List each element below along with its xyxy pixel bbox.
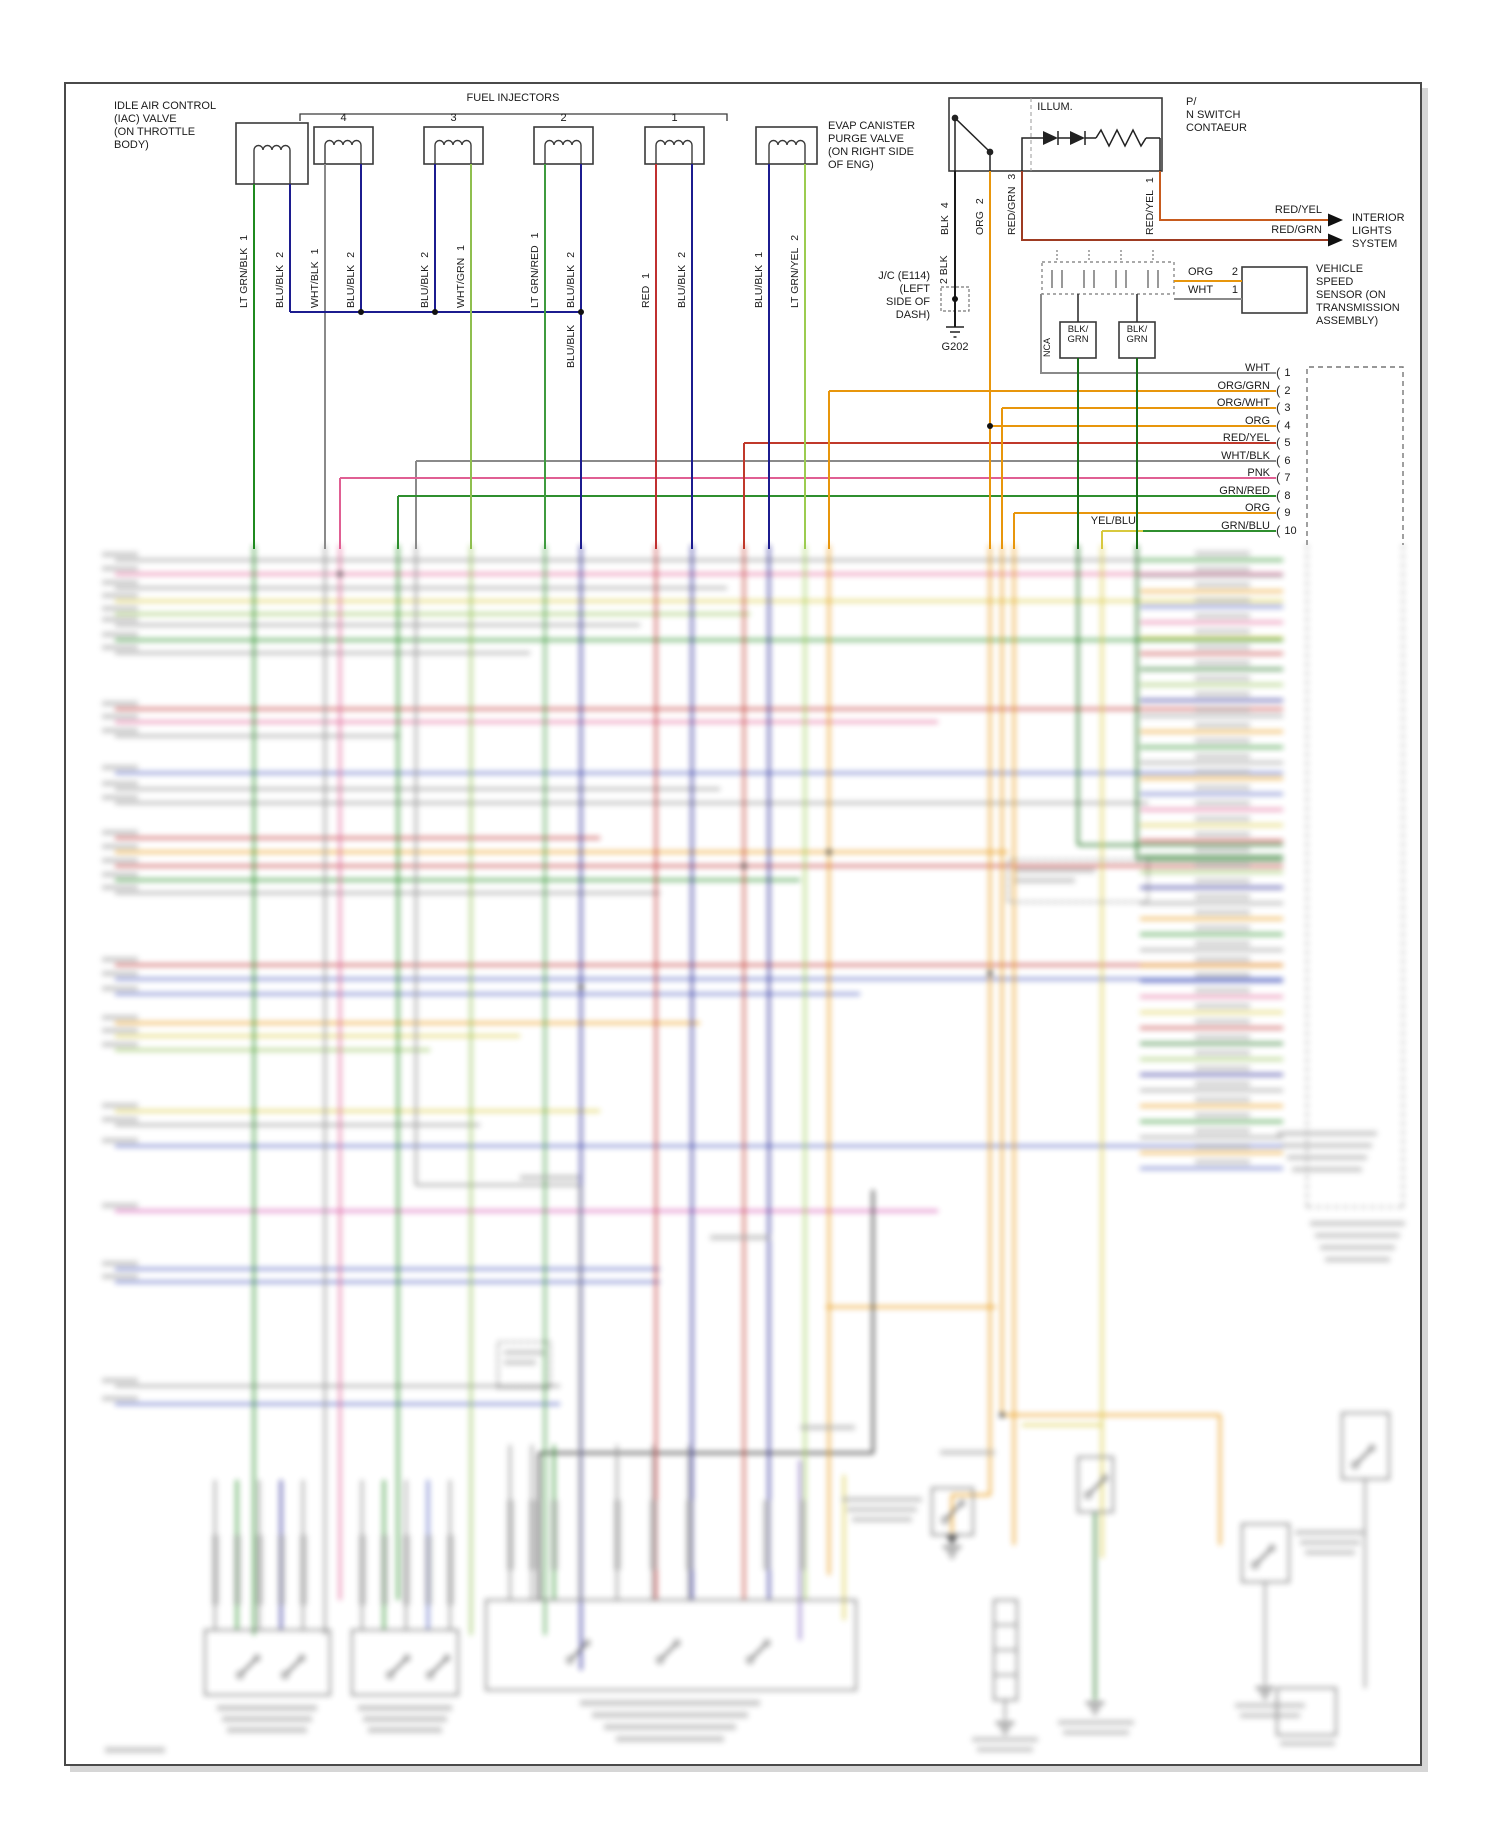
right-pin-row-5: RED/YEL(5 bbox=[1222, 432, 1291, 450]
inj4-pin1-wire-label: WHT/BLK1 bbox=[309, 248, 321, 308]
coil-symbols bbox=[253, 139, 806, 184]
pn-switch-label: P/ N SWITCH CONTAEUR bbox=[1186, 96, 1247, 134]
right-pin-row-9: ORG(9 bbox=[1244, 502, 1291, 520]
vss-side-label: NCA bbox=[1042, 337, 1052, 357]
inj2-pin2-wire-label: BLU/BLK2 bbox=[565, 251, 577, 308]
illum-switch-symbol bbox=[951, 98, 1032, 171]
illum-diode-resistor bbox=[1021, 128, 1161, 171]
splice-2blk-label: 2 BLK bbox=[938, 255, 950, 284]
evap-valve-label: EVAP CANISTER PURGE VALVE (ON RIGHT SIDE… bbox=[828, 120, 916, 171]
right-pin-row-2: ORG/GRN(2 bbox=[1217, 380, 1291, 398]
inj3-pin1-wire-label: WHT/GRN1 bbox=[455, 244, 467, 308]
inj2-pin1-wire-label: LT GRN/RED1 bbox=[529, 232, 541, 308]
vss-org-pin-label: ORG 2 bbox=[1188, 266, 1238, 278]
inj1-pin2-wire-label: BLU/BLK2 bbox=[676, 251, 688, 308]
junction-e114-label: J/C (E114) (LEFT SIDE OF DASH) bbox=[878, 270, 930, 321]
evap-pin1-wire-label: BLU/BLK1 bbox=[753, 251, 765, 308]
right-pin-row-6: WHT/BLK(6 bbox=[1221, 450, 1291, 468]
red-yel-wire-label: RED/YEL bbox=[1274, 204, 1322, 216]
flow-arrow-icons bbox=[1328, 213, 1343, 247]
right-pin-row-4: ORG(4 bbox=[1244, 415, 1291, 433]
right-pin-row-7: PNK(7 bbox=[1247, 467, 1291, 485]
vss-connector-block bbox=[1041, 250, 1175, 322]
injector-number-2: 2 bbox=[560, 112, 567, 124]
dashed-connector-box bbox=[1306, 366, 1404, 545]
blk-grn-connector-label-2: BLK/ GRN bbox=[1126, 324, 1148, 345]
ground-g202-label: G202 bbox=[941, 341, 969, 353]
injector-number-4: 4 bbox=[340, 112, 347, 124]
inj3-pin2-wire-label: BLU/BLK2 bbox=[419, 251, 431, 308]
yel-blu-label: YEL/BLU bbox=[1090, 515, 1136, 527]
iac-pin2-wire-label: BLU/BLK2 bbox=[274, 251, 286, 308]
iac-valve-label: IDLE AIR CONTROL (IAC) VALVE (ON THROTTL… bbox=[114, 100, 217, 151]
fuel-injectors-group-label: FUEL INJECTORS bbox=[466, 92, 560, 104]
illum-redyel-pin-label: RED/YEL1 bbox=[1144, 177, 1156, 235]
right-pin-row-10: GRN/BLU(10 bbox=[1221, 520, 1297, 538]
right-pin-row-8: GRN/RED(8 bbox=[1219, 485, 1291, 503]
illum-org-pin-label: ORG2 bbox=[974, 198, 986, 235]
right-pin-row-1: WHT(1 bbox=[1244, 362, 1291, 380]
evap-pin2-wire-label: LT GRN/YEL2 bbox=[789, 234, 801, 308]
illum-label: ILLUM. bbox=[1037, 101, 1073, 113]
vss-label: VEHICLE SPEED SENSOR (ON TRANSMISSION AS… bbox=[1316, 263, 1400, 327]
injector-number-3: 3 bbox=[450, 112, 457, 124]
inj1-pin1-wire-label: RED1 bbox=[640, 272, 652, 308]
illum-redgrn-pin-label: RED/GRN3 bbox=[1006, 173, 1018, 235]
blurred-region bbox=[100, 545, 1416, 1760]
bus-blu-blk-label: BLU/BLK bbox=[565, 324, 577, 368]
right-pin-row-3: ORG/WHT(3 bbox=[1216, 397, 1291, 415]
interior-lights-label: INTERIOR LIGHTS SYSTEM bbox=[1352, 212, 1405, 250]
vss-wht-pin-label: WHT 1 bbox=[1188, 284, 1238, 296]
injector-number-1: 1 bbox=[671, 112, 678, 124]
blk-grn-connector-label-1: BLK/ GRN bbox=[1067, 324, 1089, 345]
wires bbox=[253, 164, 1328, 549]
iac-pin1-wire-label: LT GRN/BLK1 bbox=[238, 234, 250, 308]
fuel-injector-bracket bbox=[299, 113, 728, 121]
blurred-wiring-svg bbox=[102, 545, 1405, 1753]
illum-blk-pin-label: BLK4 bbox=[939, 202, 951, 235]
inj4-pin2-wire-label: BLU/BLK2 bbox=[345, 251, 357, 308]
junction-dots bbox=[358, 296, 993, 429]
red-grn-wire-label: RED/GRN bbox=[1271, 224, 1322, 236]
